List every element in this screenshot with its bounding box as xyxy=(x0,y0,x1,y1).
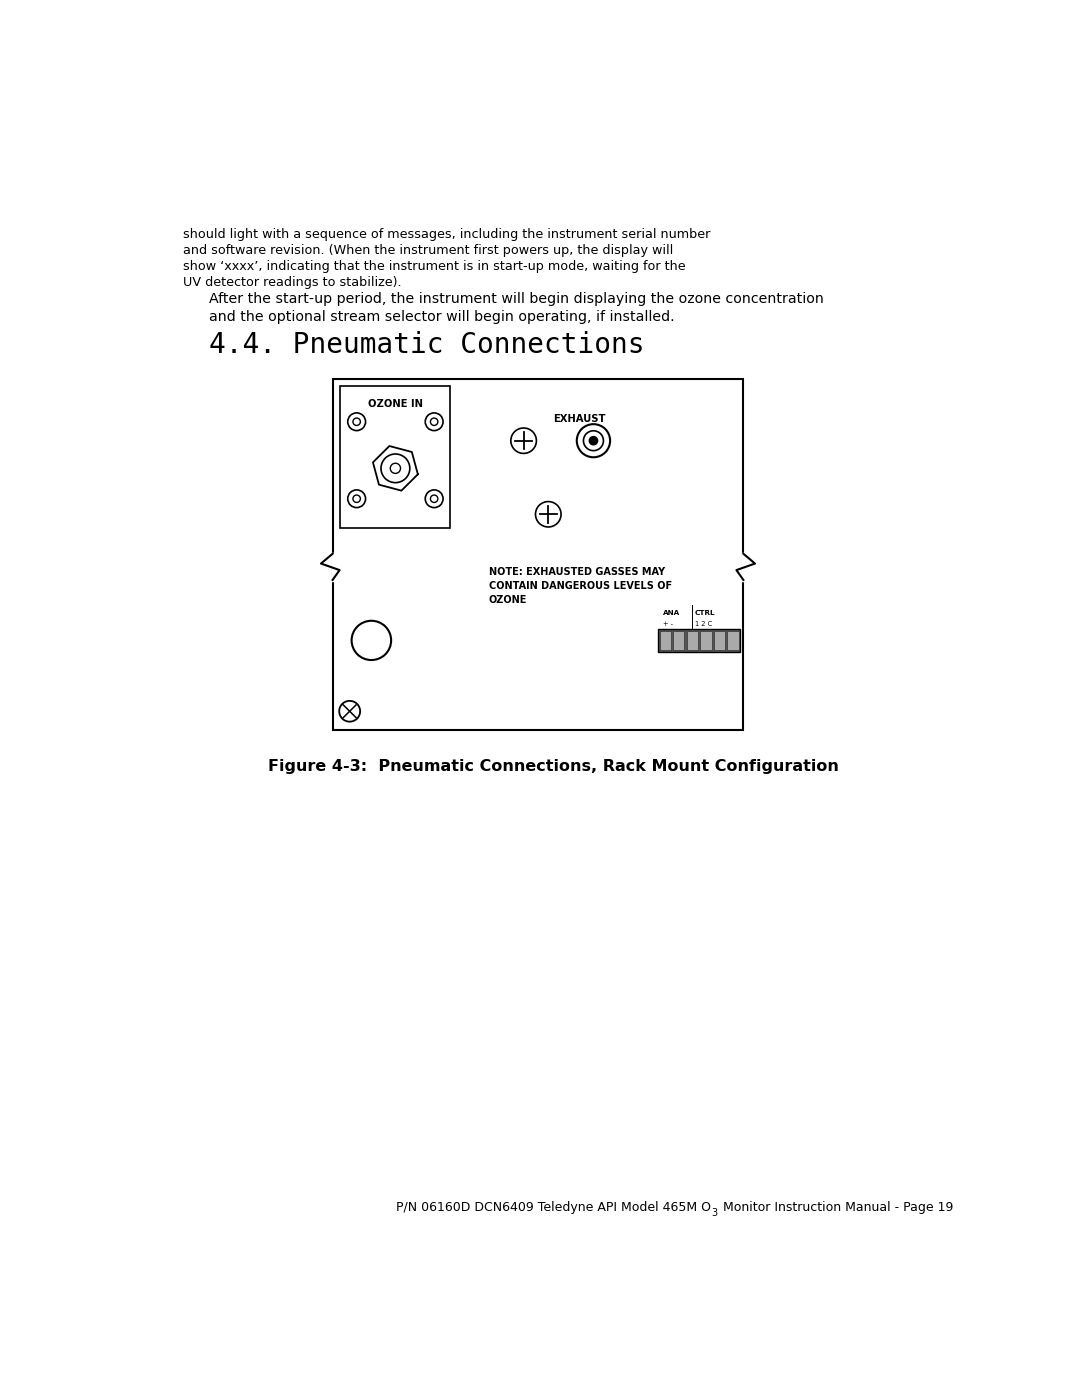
Circle shape xyxy=(353,418,361,426)
Circle shape xyxy=(536,502,561,527)
Text: P/N 06160D DCN6409 Teledyne API Model 465M O: P/N 06160D DCN6409 Teledyne API Model 46… xyxy=(396,1201,711,1214)
Circle shape xyxy=(511,427,537,454)
Text: UV detector readings to stabilize).: UV detector readings to stabilize). xyxy=(183,277,402,289)
Text: and the optional stream selector will begin operating, if installed.: and the optional stream selector will be… xyxy=(208,310,674,324)
Bar xyxy=(714,630,725,650)
Circle shape xyxy=(353,495,361,503)
Circle shape xyxy=(381,454,409,482)
Circle shape xyxy=(348,414,365,430)
Circle shape xyxy=(577,425,610,457)
Circle shape xyxy=(352,620,391,659)
Bar xyxy=(660,630,671,650)
Text: Figure 4-3:  Pneumatic Connections, Rack Mount Configuration: Figure 4-3: Pneumatic Connections, Rack … xyxy=(268,759,839,774)
Circle shape xyxy=(426,414,443,430)
Text: show ‘xxxx’, indicating that the instrument is in start-up mode, waiting for the: show ‘xxxx’, indicating that the instrum… xyxy=(183,260,686,272)
Bar xyxy=(687,630,698,650)
Circle shape xyxy=(590,436,597,444)
Text: 1 2 C: 1 2 C xyxy=(694,620,712,626)
Circle shape xyxy=(426,490,443,507)
Bar xyxy=(673,630,685,650)
Circle shape xyxy=(339,701,360,722)
Text: 4.4. Pneumatic Connections: 4.4. Pneumatic Connections xyxy=(208,331,644,359)
Circle shape xyxy=(431,418,437,426)
Bar xyxy=(340,386,450,528)
Bar xyxy=(658,629,740,652)
Text: 3: 3 xyxy=(711,1208,717,1218)
Bar xyxy=(728,630,739,650)
Text: ANA: ANA xyxy=(663,609,680,616)
Text: NOTE: EXHAUSTED GASSES MAY
CONTAIN DANGEROUS LEVELS OF
OZONE: NOTE: EXHAUSTED GASSES MAY CONTAIN DANGE… xyxy=(489,567,672,605)
Bar xyxy=(333,380,743,729)
Text: Monitor Instruction Manual - Page 19: Monitor Instruction Manual - Page 19 xyxy=(718,1201,953,1214)
Circle shape xyxy=(390,464,401,474)
Text: + -: + - xyxy=(663,620,673,626)
Circle shape xyxy=(431,495,437,503)
Text: should light with a sequence of messages, including the instrument serial number: should light with a sequence of messages… xyxy=(183,228,711,240)
Circle shape xyxy=(348,490,365,507)
Text: EXHAUST: EXHAUST xyxy=(553,415,605,425)
Text: OZONE IN: OZONE IN xyxy=(368,400,423,409)
Text: After the start-up period, the instrument will begin displaying the ozone concen: After the start-up period, the instrumen… xyxy=(208,292,824,306)
Bar xyxy=(700,630,712,650)
Circle shape xyxy=(583,430,604,451)
Text: and software revision. (When the instrument first powers up, the display will: and software revision. (When the instrum… xyxy=(183,244,673,257)
Text: CTRL: CTRL xyxy=(694,609,715,616)
